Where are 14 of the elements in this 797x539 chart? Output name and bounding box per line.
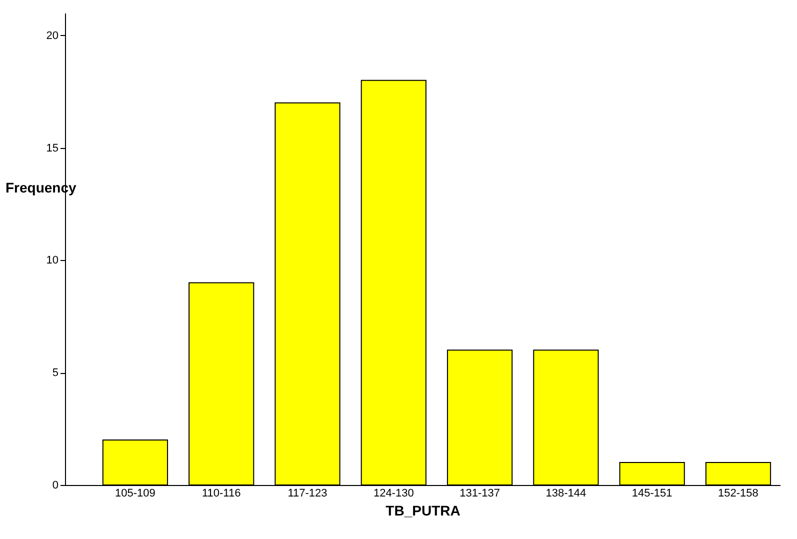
- y-tick-label: 10: [46, 254, 58, 267]
- x-tick-label: 117-123: [288, 488, 328, 500]
- x-tick-label: 152-158: [718, 488, 758, 500]
- y-tick-label: 15: [46, 142, 58, 154]
- x-axis-title: TB_PUTRA: [386, 502, 460, 518]
- x-tick-label: 124-130: [373, 488, 414, 500]
- y-tick-label: 0: [52, 480, 58, 492]
- y-tick-label: 5: [52, 367, 58, 380]
- x-tick-label: 110-116: [202, 488, 241, 500]
- x-tick-label: 145-151: [632, 488, 672, 500]
- x-tick-label: 138-144: [546, 488, 586, 500]
- x-tick-label: 131-137: [460, 488, 500, 500]
- x-tick-label: 105-109: [115, 488, 156, 500]
- y-tick-label: 20: [46, 30, 58, 42]
